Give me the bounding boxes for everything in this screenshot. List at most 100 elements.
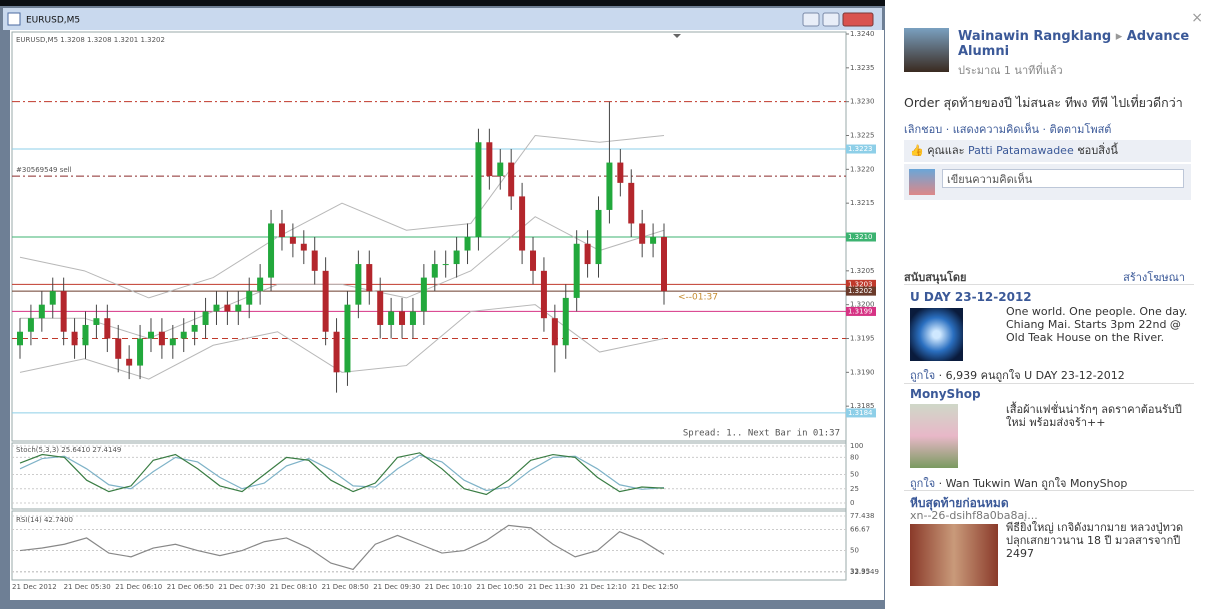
candle-body	[191, 324, 198, 332]
candle-body	[475, 142, 482, 237]
y-tick-label: 100	[850, 442, 863, 450]
group[interactable]: Advance Alumni	[958, 29, 1190, 59]
candle-body	[497, 162, 504, 177]
candle-body	[246, 291, 253, 305]
candle-body	[115, 338, 122, 359]
candle-body	[93, 318, 100, 325]
candle-body	[17, 331, 23, 346]
y-tick-label: 33.33	[850, 568, 870, 576]
candle-body	[399, 311, 406, 325]
unlike[interactable]: เลิกชอบ	[904, 123, 943, 136]
post-text: Order สุดท้ายของปี ไม่สนละ ทีพง ทีพี ไปเ…	[904, 95, 1183, 110]
facebook-panel: × Wainawin Rangklang ▸ Advance Alumni ปร…	[885, 0, 1215, 609]
ad-text: พีธียิ่งใหญ่ เกจิดังมากมาย หลวงปู่ทวดปลุ…	[1006, 521, 1184, 560]
level-box	[846, 144, 876, 154]
candle-body	[158, 331, 165, 346]
candle-body	[82, 324, 89, 346]
level-label: 1.3202	[848, 287, 873, 295]
comment-avatar	[909, 169, 935, 195]
author[interactable]: Wainawin Rangklang	[958, 29, 1112, 44]
level-label: 1.3223	[848, 145, 873, 153]
band-line	[20, 216, 665, 340]
candle-body	[311, 250, 318, 271]
x-tick-label: 21 Dec 09:30	[373, 583, 420, 591]
candle-body	[38, 304, 45, 319]
candle-body	[344, 304, 351, 373]
y-tick-label: 77.438	[850, 512, 875, 520]
ad-image[interactable]	[910, 524, 998, 586]
minimize-button[interactable]	[802, 12, 820, 27]
candle-body	[268, 223, 275, 278]
ad-like[interactable]: ถูกใจ	[910, 477, 936, 490]
ad-title[interactable]: หีบสุดท้ายก่อนหมด	[910, 496, 1009, 510]
close-icon[interactable]: ×	[1191, 10, 1203, 26]
candle-body	[169, 338, 176, 346]
comment[interactable]: แสดงความคิดเห็น	[952, 123, 1040, 136]
x-tick-label: 21 Dec 11:30	[528, 583, 575, 591]
candle-body	[409, 311, 416, 325]
likes-friend[interactable]: Patti Patamawadee	[968, 144, 1074, 157]
comment-input[interactable]: เขียนความคิดเห็น	[942, 169, 1184, 188]
x-tick-label: 21 Dec 12:50	[631, 583, 678, 591]
candle-body	[27, 318, 34, 332]
y-tick-label: 1.3230	[850, 98, 875, 106]
ad-social: ถูกใจ · 6,939 คนถูกใจ U DAY 23-12-2012	[910, 366, 1125, 384]
y-tick-label: 50	[850, 471, 859, 479]
y-tick-label: 80	[850, 453, 859, 461]
ad-text: One world. One people. One day. Chiang M…	[1006, 305, 1188, 344]
candle-body	[595, 209, 602, 265]
candle-body	[224, 304, 231, 312]
candle-body	[333, 331, 340, 373]
follow[interactable]: ติดตามโพสต์	[1049, 123, 1112, 136]
candle-body	[104, 318, 111, 339]
x-tick-label: 21 Dec 07:30	[218, 583, 265, 591]
post-header: Wainawin Rangklang ▸ Advance Alumni	[958, 29, 1190, 59]
level-box	[846, 306, 876, 316]
indicator-line	[19, 524, 665, 571]
plot: 1.3240 1.3235 1.3230 1.3225 1.3220 1.3215 1.32…	[11, 30, 879, 591]
indicator-line	[19, 454, 665, 492]
candle-body	[519, 196, 526, 251]
create-ad[interactable]: สร้างโฆษณา	[1123, 271, 1185, 284]
x-tick-label: 21 Dec 12:10	[580, 583, 627, 591]
level-box	[846, 408, 876, 418]
x-tick-label: 21 Dec 06:10	[115, 583, 162, 591]
ad-like[interactable]: ถูกใจ	[910, 369, 936, 382]
y-tick-label: 50	[850, 547, 859, 555]
candle-body	[377, 291, 384, 325]
y-tick-label: 25	[850, 485, 859, 493]
level-box	[846, 286, 876, 296]
candle-body	[650, 237, 657, 244]
comment-row: เขียนความคิดเห็น	[904, 164, 1191, 200]
candle-body	[300, 243, 307, 251]
level-label: 1.3199	[848, 307, 873, 315]
candle-body	[278, 223, 285, 237]
candle-body	[584, 243, 591, 265]
candle-body	[213, 304, 220, 312]
level-label: 1.3203	[848, 280, 873, 288]
close-button[interactable]	[842, 12, 874, 27]
ad-text: เสื้อผ้าแฟชั่นน่ารักๆ ลดราคาต้อนรับปีใหม…	[1006, 403, 1182, 429]
ad-title[interactable]: MonyShop	[910, 387, 981, 401]
ad-image[interactable]	[910, 404, 958, 468]
status: Spread: 1.. Next Bar in 01:37	[683, 429, 840, 439]
maximize-button[interactable]	[822, 12, 840, 27]
chart-area	[10, 30, 884, 600]
window-icon	[7, 12, 21, 26]
candle-body	[639, 223, 646, 244]
title-bar	[3, 8, 882, 30]
candle-body	[60, 291, 67, 332]
ad-title[interactable]: U DAY 23-12-2012	[910, 290, 1032, 304]
level-box	[846, 232, 876, 242]
x-tick-label: 21 Dec 06:50	[167, 583, 214, 591]
candle-body	[289, 237, 296, 244]
indicator-line	[19, 452, 665, 496]
ad-image[interactable]	[910, 308, 963, 361]
chart-info: EURUSD,M5 1.3208 1.3208 1.3201 1.3202	[16, 36, 165, 44]
y-tick-label: 1.3205	[850, 267, 875, 275]
y-tick-label: 1.3235	[850, 64, 875, 72]
candle-body	[49, 291, 56, 305]
chart-marker	[673, 34, 681, 38]
candle-body	[366, 264, 373, 292]
candle-body	[453, 250, 460, 265]
